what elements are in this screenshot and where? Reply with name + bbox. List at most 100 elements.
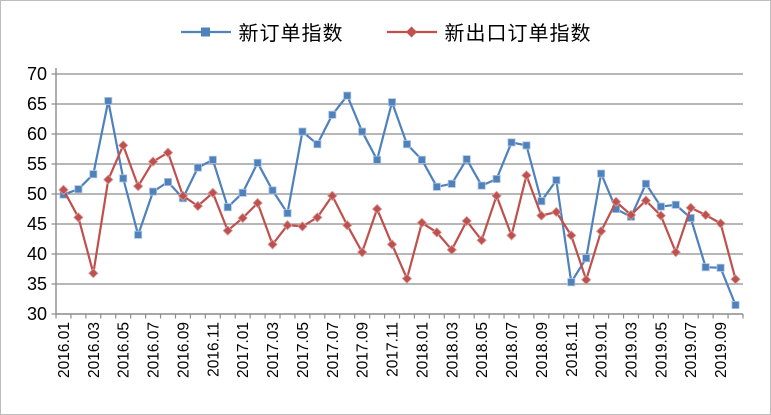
data-point-marker [283, 209, 292, 218]
data-point-marker [416, 217, 428, 228]
data-point-marker [552, 176, 561, 185]
data-point-marker [461, 215, 472, 227]
data-point-marker [238, 188, 247, 197]
svg-text:2019.05: 2019.05 [653, 322, 670, 378]
svg-text:2016.07: 2016.07 [146, 322, 163, 378]
data-point-marker [119, 174, 128, 183]
svg-text:2019.07: 2019.07 [683, 322, 700, 378]
series-line [63, 93, 737, 306]
svg-text:60: 60 [27, 124, 47, 144]
svg-text:2017.11: 2017.11 [385, 322, 402, 377]
data-point-marker [343, 91, 352, 100]
data-point-marker [536, 210, 547, 221]
svg-text:2016.03: 2016.03 [86, 322, 103, 378]
data-point-marker [671, 200, 680, 209]
data-point-marker [581, 274, 592, 285]
series-line [62, 142, 737, 284]
data-point-marker [164, 177, 173, 186]
data-point-marker [177, 190, 189, 201]
gridlines [56, 73, 743, 285]
data-point-marker [358, 127, 367, 136]
legend-label-new-export-orders: 新出口订单指数 [444, 23, 592, 45]
data-point-marker [103, 174, 114, 185]
data-point-marker [312, 212, 323, 223]
data-point-marker [222, 225, 233, 236]
data-point-marker [567, 278, 576, 287]
data-point-marker [342, 220, 353, 231]
data-point-marker [476, 235, 487, 246]
data-point-marker [88, 268, 99, 279]
svg-text:40: 40 [27, 244, 47, 264]
data-point-marker [730, 274, 741, 285]
data-point-marker [640, 195, 652, 206]
data-point-marker [132, 181, 144, 192]
data-point-marker [207, 187, 218, 198]
svg-text:55: 55 [27, 154, 47, 174]
svg-text:2017.09: 2017.09 [355, 322, 372, 378]
svg-text:35: 35 [27, 274, 47, 294]
data-point-marker [537, 197, 546, 206]
data-point-marker [402, 140, 411, 149]
data-point-marker [386, 239, 398, 250]
svg-text:65: 65 [27, 94, 47, 114]
data-point-marker [327, 190, 338, 201]
data-point-marker [356, 247, 368, 258]
data-point-marker [685, 202, 696, 213]
data-point-marker [104, 97, 113, 106]
data-point-marker [610, 196, 622, 207]
data-point-marker [506, 230, 517, 241]
data-point-marker [641, 179, 650, 188]
data-point-marker [237, 212, 248, 224]
svg-text:50: 50 [27, 184, 47, 204]
svg-text:2016.05: 2016.05 [116, 322, 133, 378]
chart-legend: 新订单指数 新出口订单指数 [1, 17, 770, 46]
data-point-marker [58, 184, 69, 195]
legend-label-new-orders: 新订单指数 [238, 23, 344, 45]
svg-text:2018.03: 2018.03 [444, 322, 461, 378]
data-point-marker [89, 170, 98, 179]
svg-text:70: 70 [27, 64, 47, 84]
data-point-marker [582, 254, 591, 263]
data-point-marker [328, 110, 337, 119]
data-point-marker [700, 209, 711, 221]
data-point-marker [223, 203, 232, 212]
legend-item-new-export-orders: 新出口订单指数 [386, 17, 592, 46]
data-point-marker [401, 273, 413, 284]
data-point-marker [507, 138, 516, 147]
data-point-marker [551, 206, 562, 218]
svg-text:2019.01: 2019.01 [594, 322, 611, 378]
svg-text:30: 30 [27, 304, 47, 324]
data-point-marker [731, 300, 740, 309]
svg-text:2018.01: 2018.01 [414, 322, 431, 378]
axes [55, 68, 743, 315]
data-point-marker [521, 170, 532, 181]
svg-text:2017.01: 2017.01 [235, 322, 252, 378]
data-point-marker [193, 163, 202, 172]
data-point-marker [147, 156, 159, 167]
data-point-marker [252, 197, 263, 209]
data-point-marker [73, 212, 84, 223]
data-point-marker [74, 185, 83, 194]
data-point-marker [597, 169, 606, 178]
data-point-marker [670, 247, 681, 258]
data-point-marker [655, 210, 667, 221]
data-point-marker [297, 221, 308, 232]
data-point-marker [462, 155, 471, 164]
data-point-marker [149, 187, 158, 196]
data-point-marker [656, 202, 665, 211]
data-point-marker [298, 127, 307, 136]
axis-ticks [51, 73, 744, 319]
svg-text:2017.03: 2017.03 [265, 322, 282, 378]
data-point-marker [208, 155, 217, 164]
data-point-marker [162, 147, 174, 158]
series-new-orders [59, 91, 740, 309]
data-point-marker [625, 209, 637, 221]
data-point-marker [432, 182, 441, 191]
data-point-marker [134, 230, 143, 239]
data-point-marker [595, 226, 607, 237]
legend-line-square-icon [180, 27, 231, 36]
data-point-marker [715, 218, 726, 229]
data-point-marker [373, 155, 382, 164]
data-point-marker [447, 179, 456, 188]
